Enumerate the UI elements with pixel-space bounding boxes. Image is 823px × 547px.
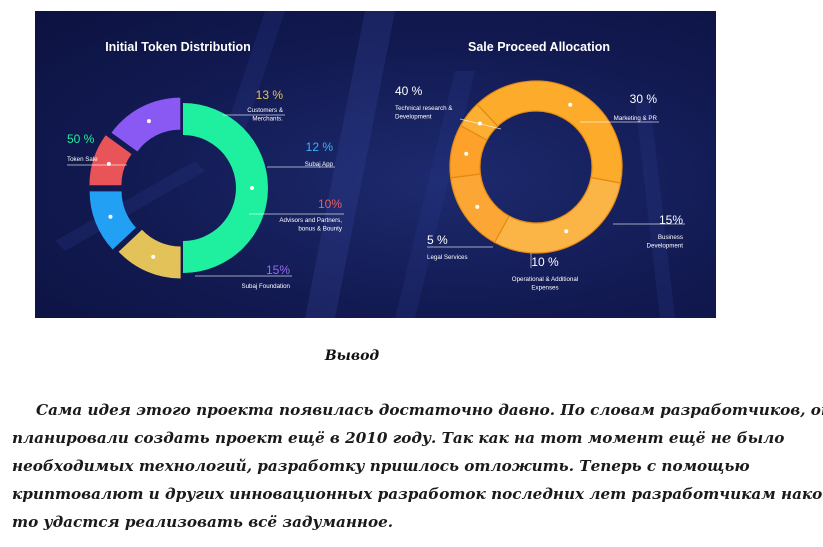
- chart2-slice-dot-0: [568, 102, 573, 107]
- chart1-slice-dot-2: [108, 214, 113, 219]
- chart1-category-label-1: Merchants.: [252, 116, 283, 123]
- chart1-category-label-1: Customers &: [247, 107, 284, 114]
- chart1-value-label-3: 10%: [318, 197, 342, 211]
- background-decoration: [55, 11, 675, 318]
- chart1-slice-2: [89, 191, 136, 250]
- chart2-category-label-2: Development: [647, 243, 684, 250]
- chart2-slice-1: [493, 176, 622, 254]
- chart2-category-label-3: Operational & Additional: [512, 276, 578, 283]
- chart2-title: Sale Proceed Allocation: [468, 40, 610, 54]
- chart1-title: Initial Token Distribution: [105, 40, 251, 54]
- paragraph-line: криптовалют и других инновационных разра…: [12, 485, 823, 503]
- chart2-category-label-0: Development: [395, 114, 432, 121]
- infographic-banner: Initial Token Distribution 50 % Token Sal…: [35, 11, 716, 318]
- chart2-slice-0: [476, 80, 623, 184]
- chart1-slice-dot-1: [151, 254, 156, 259]
- chart1-slice-3: [89, 135, 132, 186]
- chart2-slice-dot-1: [564, 229, 569, 234]
- chart1-slice-dot-4: [146, 119, 151, 124]
- paragraph-line: то удастся реализовать всё задуманное.: [12, 513, 394, 531]
- chart2-category-label-0: Technical research &: [395, 105, 453, 112]
- chart1-value-label-2: 12 %: [306, 140, 334, 154]
- chart1-value-label-0: 50 %: [67, 132, 95, 146]
- charts-svg: Initial Token Distribution 50 % Token Sal…: [55, 11, 685, 318]
- chart2-value-label-1: 30 %: [630, 92, 658, 106]
- chart2-category-label-2: Business: [658, 234, 683, 241]
- chart1-category-label-4: Subaj Foundation: [241, 283, 290, 290]
- conclusion-paragraph: Сама идея этого проекта появилась достат…: [12, 396, 823, 536]
- section-heading: Вывод: [324, 348, 380, 364]
- chart1-value-label-1: 13 %: [256, 88, 284, 102]
- chart1-slice-0: [183, 103, 268, 273]
- chart2-leader-line-0: [459, 118, 502, 130]
- chart1-category-label-3: Advisors and Partners,: [279, 217, 342, 224]
- chart2-slice-dot-2: [475, 204, 480, 209]
- chart1-category-label-0: Token Sale: [67, 156, 98, 163]
- chart2-slice-dot-3: [464, 151, 469, 156]
- paragraph-line: Сама идея этого проекта появилась достат…: [36, 401, 823, 419]
- chart1-value-label-4: 15%: [266, 263, 290, 277]
- chart2-category-label-3: Expenses: [531, 285, 558, 292]
- chart1-slice-dot-0: [250, 186, 254, 190]
- chart2-value-label-0: 40 %: [395, 84, 423, 98]
- sale-proceed-allocation-chart: Sale Proceed Allocation 40 % Technical re…: [395, 40, 685, 292]
- chart1-category-label-3: bonus & Bounty: [298, 226, 343, 233]
- chart2-slice-2: [450, 173, 510, 244]
- chart2-category-label-1: Marketing & PR: [614, 115, 658, 122]
- chart1-category-label-2: Subaj App: [305, 161, 334, 168]
- chart1-slice-1: [118, 229, 181, 279]
- initial-token-distribution-chart: Initial Token Distribution 50 % Token Sal…: [67, 40, 344, 290]
- chart2-category-label-4: Legal Services: [427, 254, 468, 261]
- paragraph-line: необходимых технологий, разработку пришл…: [12, 457, 750, 475]
- paragraph-line: планировали создать проект ещё в 2010 го…: [12, 429, 785, 447]
- chart2-slice-dot-4: [477, 121, 482, 126]
- chart2-value-label-4: 5 %: [427, 233, 448, 247]
- chart1-slice-4: [111, 97, 181, 152]
- chart2-value-label-2: 15%: [659, 213, 683, 227]
- chart2-value-label-3: 10 %: [531, 255, 559, 269]
